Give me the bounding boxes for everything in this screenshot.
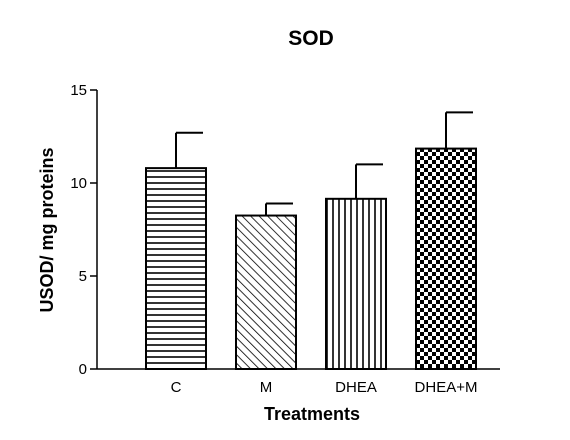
y-tick-label: 15 [70,82,87,99]
bar-c [145,167,207,370]
bar-dhea [325,197,387,370]
x-tick-label: M [260,379,273,396]
bar-m [235,214,297,370]
y-tick-label: 10 [70,175,87,192]
x-tick-label: DHEA [335,379,377,396]
bars-group [145,147,477,370]
y-axis: 0 5 10 15 [70,82,98,378]
x-axis: C M DHEA DHEA+M [97,368,500,396]
error-bars-group [175,111,473,216]
y-tick-label: 5 [79,268,87,285]
y-tick-label: 0 [79,361,87,378]
x-tick-label: C [171,379,182,396]
chart-title: SOD [288,27,334,50]
x-axis-label: Treatments [264,404,360,424]
bar-dhea-m [415,147,477,370]
y-axis-label: USOD/ mg proteins [37,147,57,312]
x-tick-label: DHEA+M [415,379,478,396]
